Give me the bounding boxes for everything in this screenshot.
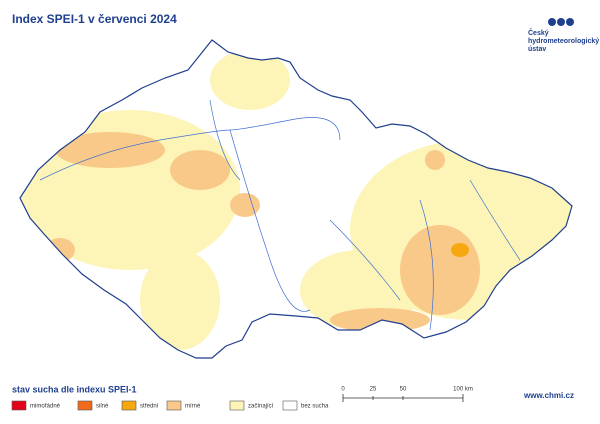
legend: mimořádné silné střední mírné začínající bez …	[11, 400, 329, 411]
legend-label: bez sucha	[301, 404, 329, 410]
map	[20, 40, 572, 358]
logo-text: Český	[528, 28, 549, 37]
scale-line	[342, 394, 464, 402]
rivers	[39, 99, 521, 331]
legend-label: mimořádné	[30, 404, 61, 410]
logo-dot	[566, 18, 574, 26]
legend-swatch	[229, 400, 245, 411]
legend-swatch	[11, 400, 27, 411]
legend-label: střední	[140, 404, 159, 410]
scale-label: 100 km	[453, 387, 473, 393]
legend-title: stav sucha dle indexu SPEI-1	[12, 384, 137, 394]
legend-label: začínající	[248, 404, 274, 410]
border	[19, 39, 573, 359]
logo-text: ústav	[528, 46, 546, 53]
scale-label: 25	[370, 387, 377, 393]
legend-label: mírné	[185, 404, 201, 410]
logo-text: hydrometeorologický	[528, 38, 599, 45]
legend-label: silné	[96, 404, 109, 410]
legend-swatch	[282, 400, 298, 411]
logo-dot	[557, 18, 565, 26]
url: www.chmi.cz	[523, 391, 574, 400]
zone-moderate	[451, 243, 469, 257]
legend-swatch	[166, 400, 182, 411]
logo: Český hydrometeorologický ústav	[528, 18, 599, 53]
zone-mild	[45, 132, 480, 332]
legend-swatch	[121, 400, 137, 411]
title: Index SPEI-1 v červenci 2024	[12, 12, 177, 26]
scale-label: 0	[341, 387, 345, 393]
scale-label: 50	[400, 387, 407, 393]
logo-dot	[548, 18, 556, 26]
scale-bar: 0 25 50 100 km	[341, 387, 473, 402]
legend-swatch	[77, 400, 93, 411]
